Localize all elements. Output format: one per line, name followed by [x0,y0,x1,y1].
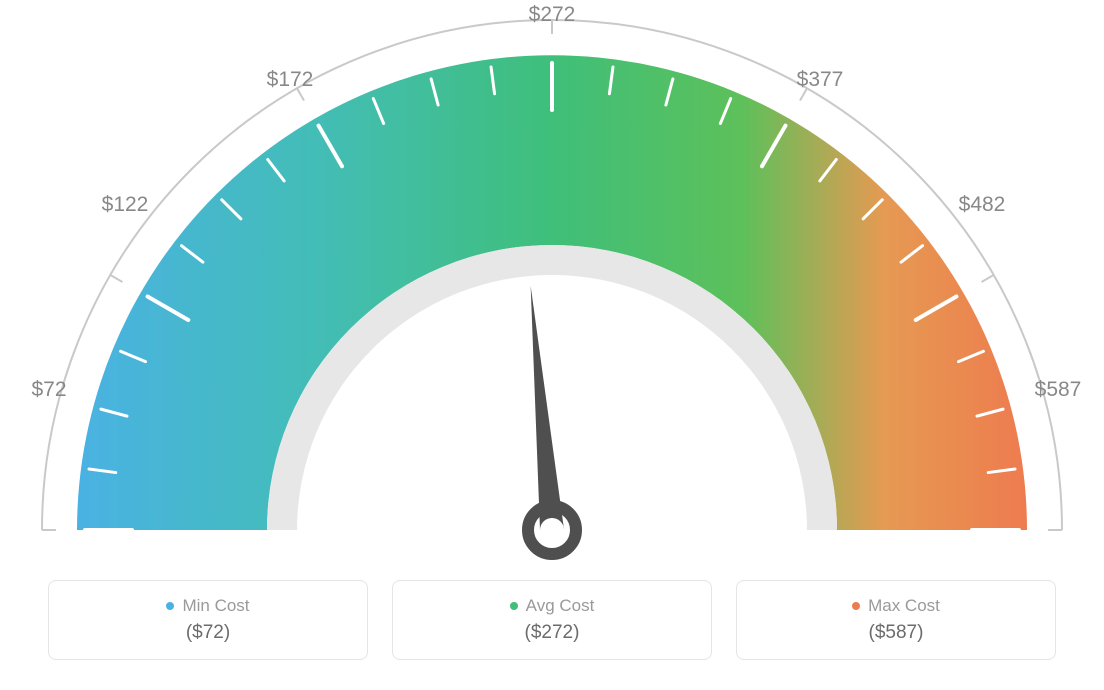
gauge-tick-label: $122 [102,193,149,217]
legend-max-value: ($587) [869,622,924,644]
legend-row: Min Cost ($72) Avg Cost ($272) Max Cost … [0,580,1104,660]
gauge-tick-label: $482 [959,193,1006,217]
legend-top-min: Min Cost [166,596,249,616]
legend-min-value: ($72) [186,622,230,644]
legend-avg-label: Avg Cost [526,596,595,616]
legend-min-label: Min Cost [182,596,249,616]
legend-top-max: Max Cost [852,596,940,616]
legend-card-avg: Avg Cost ($272) [392,580,712,660]
legend-avg-value: ($272) [525,622,580,644]
legend-max-label: Max Cost [868,596,940,616]
dot-icon [852,602,860,610]
dot-icon [166,602,174,610]
gauge-svg [0,0,1104,560]
gauge-tick-label: $72 [31,378,66,402]
cost-gauge: $72 $122 $172 $272 $377 $482 $587 [0,0,1104,560]
dot-icon [510,602,518,610]
legend-card-max: Max Cost ($587) [736,580,1056,660]
gauge-tick-label: $272 [529,3,576,27]
gauge-tick-label: $377 [797,68,844,92]
legend-top-avg: Avg Cost [510,596,595,616]
legend-card-min: Min Cost ($72) [48,580,368,660]
gauge-tick-label: $587 [1035,378,1082,402]
gauge-tick-label: $172 [267,68,314,92]
